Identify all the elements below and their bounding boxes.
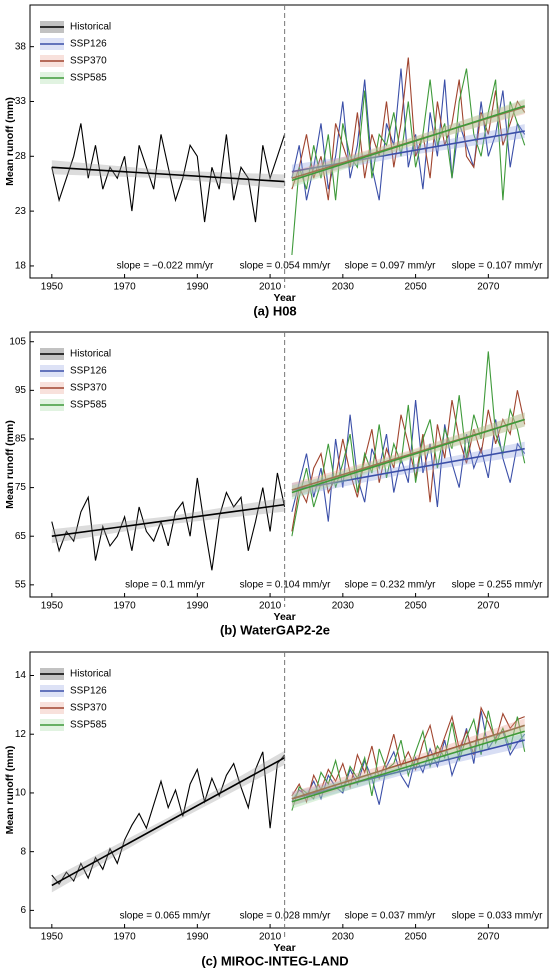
plot-frame (29, 331, 549, 598)
x-tick-label: 2030 (332, 932, 355, 943)
slope-label: slope = 0.104 mm/yr (240, 580, 332, 591)
y-tick-label: 85 (15, 434, 27, 445)
y-tick-label: 8 (20, 846, 26, 857)
y-axis-label: Mean runoff (mm) (4, 420, 16, 509)
legend-label: SSP585 (70, 73, 107, 84)
x-tick-label: 1950 (41, 601, 64, 612)
trend-line (291, 447, 525, 491)
y-tick-label: 10 (15, 788, 27, 799)
plot-frame (29, 651, 549, 929)
x-tick-label: 2050 (404, 932, 427, 943)
x-tick-label: 2030 (332, 282, 355, 293)
panel-caption: (a) H08 (253, 303, 296, 318)
slope-label: slope = −0.022 mm/yr (117, 261, 214, 272)
legend-label: SSP370 (70, 703, 107, 714)
series-line (291, 351, 526, 537)
series-line (51, 472, 286, 571)
x-tick-label: 2070 (477, 601, 500, 612)
y-tick-label: 65 (15, 531, 27, 542)
plot-frame (29, 4, 549, 279)
slope-label: slope = 0.1 mm/yr (125, 580, 205, 591)
y-axis-label: Mean runoff (mm) (4, 746, 16, 835)
slope-label: slope = 0.065 mm/yr (120, 911, 212, 922)
slope-label: slope = 0.033 mm/yr (452, 911, 544, 922)
panel-caption: (b) WaterGAP2-2e (220, 622, 330, 637)
y-tick-label: 38 (15, 41, 27, 52)
slope-label: slope = 0.107 mm/yr (452, 261, 544, 272)
y-tick-label: 14 (15, 670, 27, 681)
x-tick-label: 1990 (186, 932, 209, 943)
y-tick-label: 28 (15, 151, 27, 162)
slope-label: slope = 0.097 mm/yr (345, 261, 437, 272)
trend-line (291, 130, 525, 173)
x-axis-label: Year (274, 942, 296, 954)
trend-line (291, 730, 525, 803)
series-line (291, 705, 525, 804)
x-tick-label: 2010 (259, 601, 282, 612)
x-tick-label: 2010 (259, 282, 282, 293)
x-tick-label: 1970 (113, 932, 136, 943)
legend-label: SSP126 (70, 686, 107, 697)
series-line (51, 751, 286, 885)
slope-label: slope = 0.255 mm/yr (452, 580, 544, 591)
x-tick-label: 1970 (113, 282, 136, 293)
series-line (291, 390, 526, 532)
series-line (291, 710, 526, 811)
x-tick-label: 2050 (404, 282, 427, 293)
x-tick-label: 1950 (41, 932, 64, 943)
y-axis-label: Mean runoff (mm) (4, 97, 16, 186)
x-tick-label: 1990 (186, 282, 209, 293)
legend-label: Historical (70, 349, 111, 360)
x-tick-label: 1990 (186, 601, 209, 612)
y-tick-label: 6 (20, 905, 26, 916)
legend-label: SSP126 (70, 366, 107, 377)
trend-line (291, 739, 525, 800)
y-tick-label: 105 (9, 336, 26, 347)
legend-label: SSP126 (70, 39, 107, 50)
series-line (51, 123, 286, 223)
legend-label: SSP370 (70, 383, 107, 394)
legend-label: Historical (70, 669, 111, 680)
x-tick-label: 2010 (259, 932, 282, 943)
legend-label: Historical (70, 22, 111, 33)
slope-label: slope = 0.232 mm/yr (345, 580, 437, 591)
y-tick-label: 18 (15, 261, 27, 272)
trend-line (291, 724, 525, 800)
slope-label: slope = 0.037 mm/yr (345, 911, 437, 922)
legend-label: SSP370 (70, 56, 107, 67)
y-tick-label: 33 (15, 96, 27, 107)
series-line (291, 68, 526, 256)
y-tick-label: 95 (15, 385, 27, 396)
x-tick-label: 2030 (332, 601, 355, 612)
y-tick-label: 55 (15, 579, 27, 590)
trend-line (291, 105, 525, 182)
x-tick-label: 1950 (41, 282, 64, 293)
x-tick-label: 2070 (477, 932, 500, 943)
legend-label: SSP585 (70, 400, 107, 411)
y-tick-label: 75 (15, 482, 27, 493)
legend-label: SSP585 (70, 720, 107, 731)
y-tick-label: 12 (15, 729, 27, 740)
series-line (291, 400, 526, 522)
trend-line (51, 757, 286, 887)
series-line (291, 710, 526, 805)
x-axis-label: Year (274, 611, 296, 623)
x-tick-label: 2050 (404, 601, 427, 612)
x-tick-label: 2070 (477, 282, 500, 293)
x-tick-label: 1970 (113, 601, 136, 612)
slope-label: slope = 0.028 mm/yr (240, 911, 332, 922)
panel-caption: (c) MIROC-INTEG-LAND (201, 953, 348, 968)
trend-line (291, 418, 525, 494)
trend-line (51, 166, 285, 183)
slope-label: slope = 0.054 mm/yr (240, 261, 332, 272)
trend-line (51, 503, 285, 538)
x-axis-label: Year (274, 292, 296, 304)
y-tick-label: 23 (15, 206, 27, 217)
